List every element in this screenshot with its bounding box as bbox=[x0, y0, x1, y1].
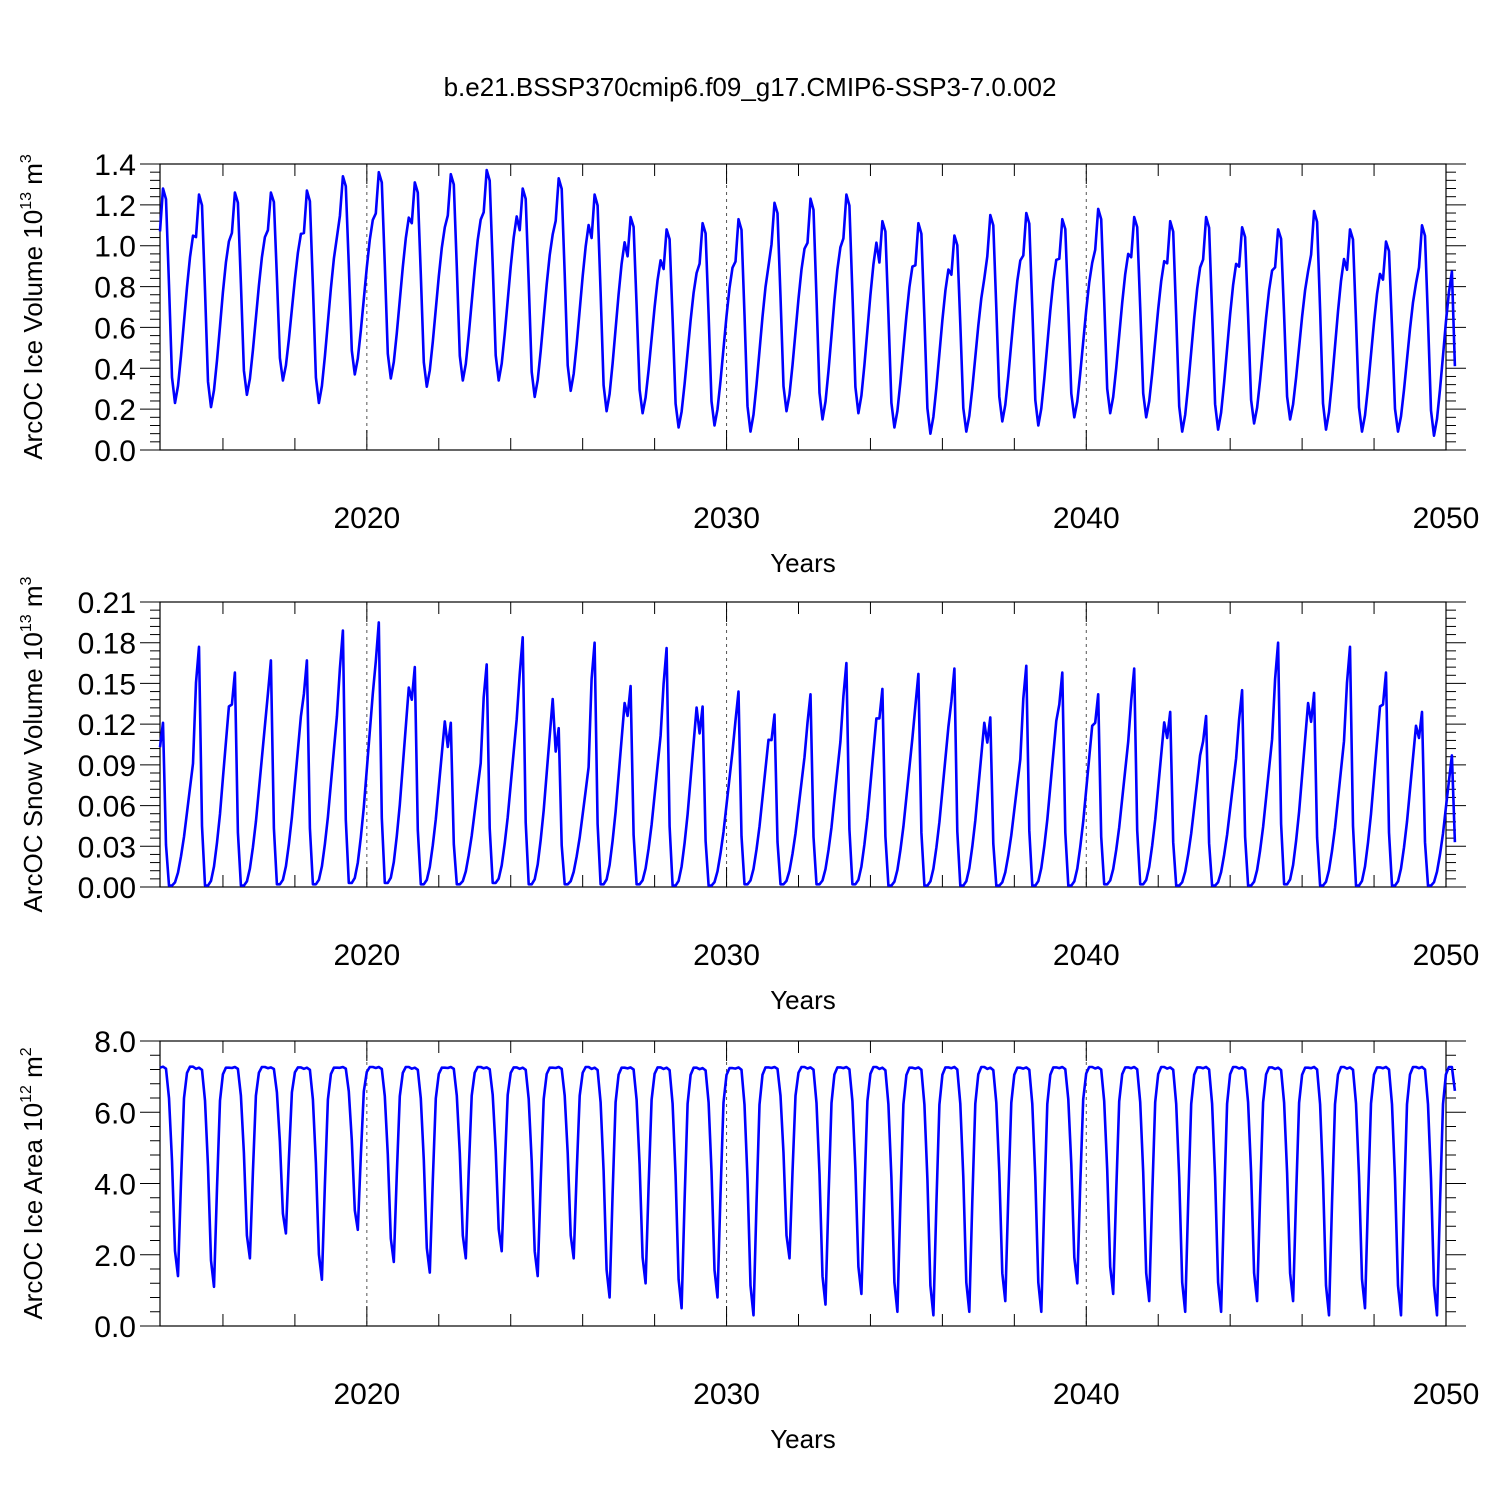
figure-title: b.e21.BSSP370cmip6.f09_g17.CMIP6-SSP3-7.… bbox=[444, 72, 1057, 102]
panel-ice-area: 0.0 2.0 4.0 6.0 8.0 2020 2030 2040 2050 Years ArcO… bbox=[18, 1026, 1479, 1454]
panel-snow-volume: 0.00 0.03 0.06 0.09 0.12 0.15 0.18 0.21 2020 2030… bbox=[18, 576, 1479, 1015]
x-axis-label: Years bbox=[770, 985, 836, 1015]
y-tick-label: 0.0 bbox=[94, 1311, 136, 1344]
x-tick-label: 2030 bbox=[693, 1378, 760, 1411]
y-tick-label: 0.0 bbox=[94, 435, 136, 468]
x-axis-label: Years bbox=[770, 548, 836, 578]
y-tick-label: 0.06 bbox=[78, 791, 136, 824]
y-tick-label: 0.00 bbox=[78, 872, 136, 905]
y-tick-label: 0.15 bbox=[78, 668, 136, 701]
x-tick-label: 2030 bbox=[693, 502, 760, 535]
y-tick-label: 0.2 bbox=[94, 394, 136, 427]
y-tick-label: 0.12 bbox=[78, 709, 136, 742]
x-tick-label: 2050 bbox=[1413, 502, 1480, 535]
series-line-ice-volume bbox=[158, 168, 1457, 437]
x-tick-label: 2050 bbox=[1413, 939, 1480, 972]
y-tick-label: 1.2 bbox=[94, 190, 136, 223]
series-line-ice-area bbox=[159, 1065, 1457, 1317]
plot-frame bbox=[159, 601, 1447, 888]
y-axis-label: ArcOC Snow Volume 1013 m3 bbox=[18, 576, 48, 912]
y-tick-label: 1.0 bbox=[94, 231, 136, 264]
y-tick-label: 8.0 bbox=[94, 1026, 136, 1059]
x-tick-label: 2020 bbox=[333, 502, 400, 535]
series-line-snow-volume bbox=[158, 621, 1457, 887]
y-tick-label: 0.21 bbox=[78, 587, 136, 620]
y-tick-label: 1.4 bbox=[94, 149, 136, 182]
x-tick-label: 2020 bbox=[333, 1378, 400, 1411]
panel-ice-volume: 0.0 0.2 0.4 0.6 0.8 1.0 1.2 1.4 2020 2030 2040 2050… bbox=[18, 149, 1479, 578]
y-tick-label: 4.0 bbox=[94, 1169, 136, 1202]
plot-frame bbox=[159, 163, 1447, 451]
x-axis-label: Years bbox=[770, 1424, 836, 1454]
y-tick-label: 0.4 bbox=[94, 353, 136, 386]
x-tick-label: 2040 bbox=[1053, 502, 1120, 535]
y-axis-label: ArcOC Ice Volume 1013 m3 bbox=[18, 154, 48, 460]
y-tick-label: 0.8 bbox=[94, 272, 136, 305]
y-tick-label: 6.0 bbox=[94, 1097, 136, 1130]
x-tick-label: 2040 bbox=[1053, 1378, 1120, 1411]
y-tick-label: 0.6 bbox=[94, 312, 136, 345]
x-tick-label: 2050 bbox=[1413, 1378, 1480, 1411]
y-tick-label: 0.03 bbox=[78, 831, 136, 864]
x-tick-label: 2020 bbox=[333, 939, 400, 972]
x-tick-label: 2040 bbox=[1053, 939, 1120, 972]
y-axis-label: ArcOC Ice Area 1012 m2 bbox=[18, 1047, 48, 1319]
y-tick-label: 0.09 bbox=[78, 750, 136, 783]
y-tick-label: 2.0 bbox=[94, 1240, 136, 1273]
x-tick-label: 2030 bbox=[693, 939, 760, 972]
y-tick-label: 0.18 bbox=[78, 628, 136, 661]
